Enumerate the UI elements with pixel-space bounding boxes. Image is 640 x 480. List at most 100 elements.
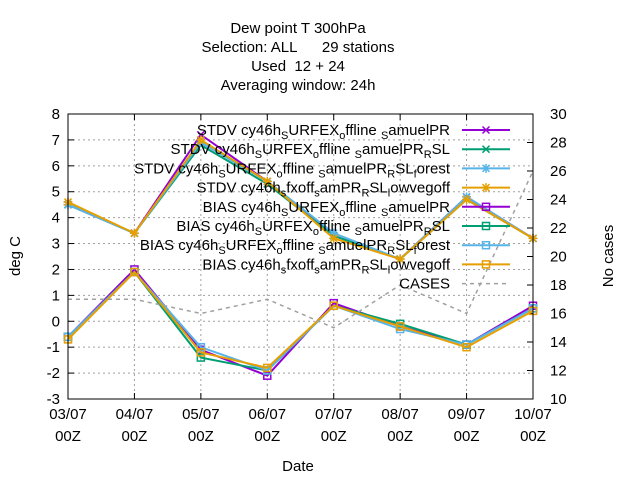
y-tick-label: -3: [47, 391, 60, 408]
y-tick-label: 3: [52, 236, 60, 253]
legend-label: STDV cy46hsfxoffsamPRRSLlowvegoff: [197, 180, 451, 200]
legend-marker: [481, 240, 491, 250]
y-tick-label: 0: [52, 313, 60, 330]
marker-stroke: [263, 363, 272, 373]
y-tick-label: 7: [52, 132, 60, 149]
legend-label: BIAS cy46hSURFEXoffline SamuelPR: [203, 199, 451, 219]
series-line: [67, 138, 534, 261]
y-axis-label: deg C: [7, 236, 24, 276]
x-tick-label: 04/07: [116, 406, 154, 423]
y2-tick-label: 18: [550, 277, 567, 294]
data-point: [395, 254, 405, 264]
y-tick-label: -1: [47, 339, 60, 356]
data-point: [130, 267, 139, 277]
title-line-3: Used 12 + 24: [251, 58, 345, 75]
series-line: [67, 267, 534, 377]
y2-tick-label: 20: [550, 249, 567, 266]
marker-stroke: [481, 145, 491, 154]
data-point: [329, 301, 338, 310]
legend-label: CASES: [399, 276, 450, 293]
marker-stroke: [481, 125, 491, 135]
legend-marker: [481, 260, 491, 269]
series-6: [63, 267, 538, 375]
x-tick-label-time: 00Z: [121, 428, 147, 445]
x-tick-label-time: 00Z: [188, 428, 214, 445]
marker-stroke: [481, 260, 491, 269]
marker-stroke: [130, 267, 139, 277]
x-tick-label: 08/07: [381, 406, 419, 423]
series-line: [67, 270, 534, 370]
y-tick-label: 6: [52, 158, 60, 175]
x-tick-label-time: 00Z: [387, 428, 413, 445]
data-point: [263, 363, 272, 373]
marker-stroke: [462, 342, 471, 352]
y-tick-label: 2: [52, 261, 60, 278]
title-line-4: Averaging window: 24h: [221, 77, 376, 94]
y2-axis-label: No cases: [600, 225, 617, 288]
legend-marker: [481, 163, 491, 173]
marker-stroke: [196, 348, 206, 357]
marker-stroke: [395, 322, 405, 331]
series-layer: [63, 130, 538, 380]
legend-label: STDV cy46hSURFEXoffline SamuelPRRSL: [171, 141, 450, 161]
title-line-1: Dew point T 300hPa: [230, 20, 366, 37]
x-axis-label: Date: [282, 458, 314, 475]
marker-stroke: [329, 301, 338, 310]
legend-marker: [481, 183, 491, 193]
y-tick-label: 1: [52, 287, 60, 304]
x-tick-label: 07/07: [315, 406, 353, 423]
legend-marker: [481, 202, 491, 212]
x-tick-label: 10/07: [514, 406, 552, 423]
y2-tick-label: 12: [550, 363, 567, 380]
legend-marker: [481, 125, 491, 135]
legend-label: STDV cy46hSURFEXoffline SamuelPR: [197, 122, 450, 142]
legend-marker: [481, 221, 491, 231]
legend-label: BIAS cy46hsfxoffsamPRRSLlowvegoff: [202, 256, 451, 276]
plot-frame: [67, 113, 534, 400]
y-tick-label: 8: [52, 106, 60, 123]
title-line-2: Selection: ALL 29 stations: [202, 39, 395, 56]
marker-stroke: [196, 353, 206, 362]
x-tick-label: 03/07: [49, 406, 87, 423]
y-tick-label: 4: [52, 210, 60, 227]
y2-tick-label: 26: [550, 163, 567, 180]
x-tick-label-time: 00Z: [254, 428, 280, 445]
x-tick-label: 06/07: [249, 406, 287, 423]
data-point: [462, 342, 471, 352]
y2-tick-label: 28: [550, 135, 567, 152]
data-point: [196, 353, 206, 362]
legend-label: BIAS cy46hSURFEXoffline SamuelPRRSLfores…: [140, 237, 451, 257]
marker-stroke: [263, 371, 272, 380]
marker-stroke: [481, 221, 491, 231]
marker-stroke: [481, 202, 491, 212]
y-tick-label: -2: [47, 365, 60, 382]
x-tick-label-time: 00Z: [321, 428, 347, 445]
data-point: [196, 348, 206, 357]
y2-tick-label: 30: [550, 106, 567, 123]
y-tick-label: 5: [52, 184, 60, 201]
series-7: [63, 267, 538, 375]
y2-tick-label: 14: [550, 334, 567, 351]
y2-tick-label: 16: [550, 306, 567, 323]
y2-tick-label: 24: [550, 192, 567, 209]
x-tick-label-time: 00Z: [520, 428, 546, 445]
marker-stroke: [481, 240, 491, 250]
data-point: [263, 371, 272, 380]
y2-tick-label: 10: [550, 391, 567, 408]
data-point: [262, 176, 272, 186]
x-tick-label: 05/07: [182, 406, 220, 423]
data-point: [329, 233, 339, 243]
data-point: [462, 195, 472, 204]
data-point: [395, 322, 405, 331]
chart-title: Dew point T 300hPa Selection: ALL 29 sta…: [202, 20, 395, 94]
legend-label: BIAS cy46hSURFEXoffline SamuelPRRSL: [176, 218, 450, 238]
data-point: [129, 228, 139, 238]
x-tick-label: 09/07: [448, 406, 486, 423]
legend-label: STDV cy46hSURFEXoffline SamuelPRRSLfores…: [134, 160, 451, 180]
series-8: [63, 267, 538, 373]
x-tick-label-time: 00Z: [454, 428, 480, 445]
legend-marker: [481, 145, 491, 154]
axes: -3-2-1012345678101214161820222426283003/…: [47, 106, 567, 445]
